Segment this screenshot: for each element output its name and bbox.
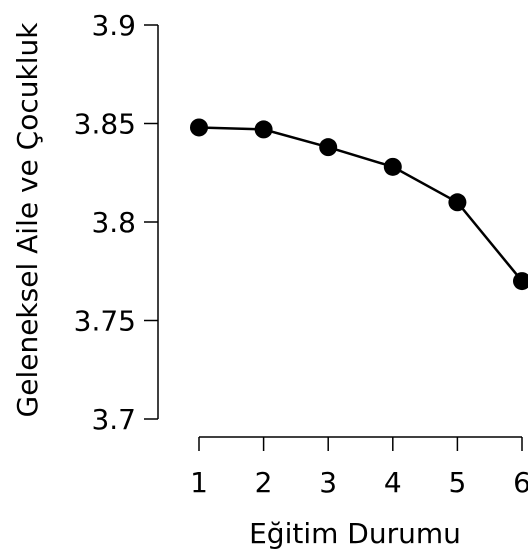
y-axis-title: Geleneksel Aile ve Çocukluk (11, 22, 44, 418)
data-point (383, 157, 402, 176)
y-tick-label: 3.9 (91, 9, 136, 42)
y-tick-label: 3.7 (91, 403, 136, 436)
data-point (190, 118, 208, 137)
y-tick-label: 3.85 (74, 108, 136, 141)
data-point (513, 272, 528, 291)
x-tick-label: 6 (513, 466, 528, 499)
x-axis-title: Eğitim Durumu (249, 517, 461, 550)
x-tick-label: 5 (448, 466, 466, 499)
series-layer (190, 118, 528, 291)
y-tick-label: 3.8 (91, 206, 136, 239)
x-axis: 1 2 3 4 5 6 (190, 436, 528, 499)
x-tick-label: 3 (319, 466, 337, 499)
data-point (319, 138, 338, 157)
data-point (448, 193, 467, 212)
y-axis: 3.7 3.75 3.8 3.85 3.9 (74, 9, 159, 436)
x-tick-label: 2 (255, 466, 273, 499)
x-tick-label: 4 (384, 466, 402, 499)
x-tick-label: 1 (190, 466, 208, 499)
series-line (198, 126, 523, 282)
data-point (254, 120, 273, 139)
y-tick-label: 3.75 (74, 305, 136, 338)
